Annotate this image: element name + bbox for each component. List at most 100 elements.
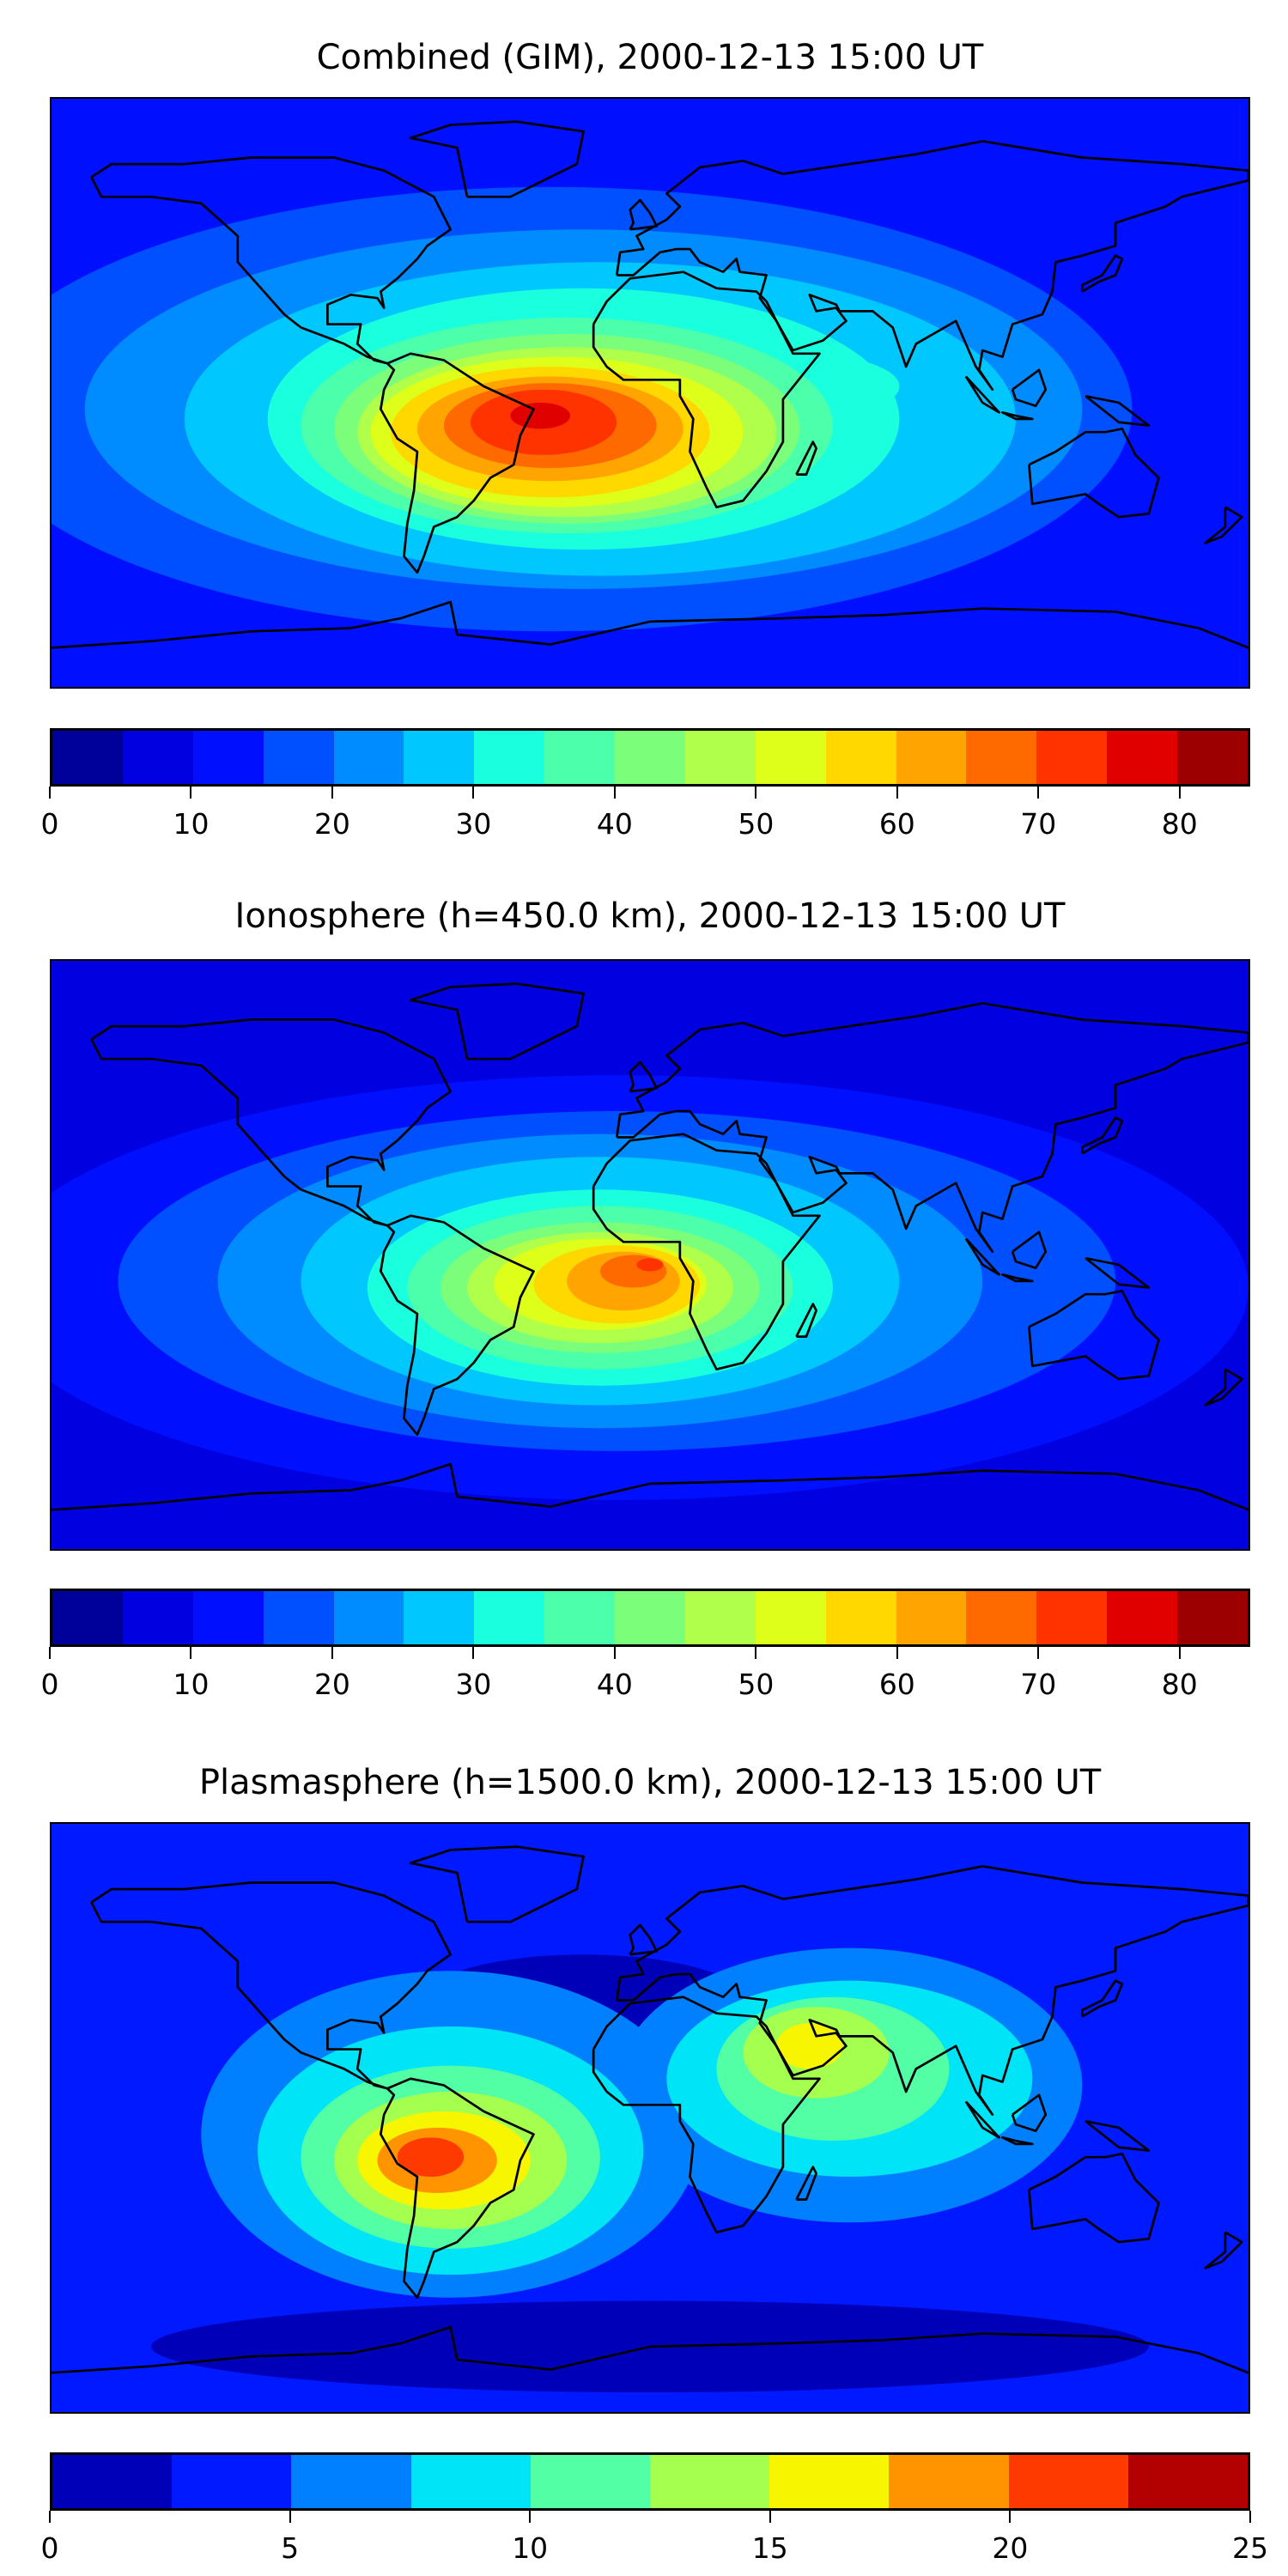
coastline: [1001, 411, 1034, 421]
coastline: [409, 1845, 585, 1923]
colorbar-tick-label: 70: [1020, 1668, 1057, 1701]
colorbar-segment: [650, 2455, 770, 2508]
panel-title-ionosphere: Ionosphere (h=450.0 km), 2000-12-13 15:0…: [234, 896, 1066, 936]
colorbar-plasmasphere: [50, 2452, 1250, 2511]
contour-region: [636, 1258, 664, 1272]
colorbar-tick: [49, 787, 51, 799]
colorbar-tick-label: 0: [40, 807, 59, 841]
colorbar-tick-label: 30: [455, 807, 492, 841]
coastline: [90, 1881, 453, 2090]
colorbar-ticks-combined: 0 10 20 30 40 50 60 70 80: [41, 787, 1250, 847]
coastline: [52, 600, 1249, 649]
colorbar-tick: [1037, 787, 1040, 799]
colorbar-segment: [544, 1591, 615, 1644]
colorbar-segment: [896, 731, 967, 784]
colorbar-tick-label: 20: [313, 807, 350, 841]
coastline: [379, 2077, 535, 2300]
colorbar-tick-label: 40: [596, 1668, 633, 1701]
colorbar-tick-label: 10: [512, 2531, 549, 2565]
coastline: [52, 1462, 1249, 1511]
coastline: [1084, 394, 1151, 427]
colorbar-tick-label: 0: [40, 2531, 59, 2565]
colorbar-tick: [896, 1647, 898, 1659]
colorbar-ticks-ionosphere: 0 10 20 30 40 50 60 70 80: [41, 1647, 1250, 1707]
colorbar-tick: [190, 787, 192, 799]
colorbar-segment: [410, 2455, 531, 2508]
coastline: [1028, 1290, 1160, 1381]
coastline: [615, 140, 1249, 392]
colorbar-segment: [192, 1591, 264, 1644]
colorbar-segment: [1036, 1591, 1108, 1644]
coastline: [90, 156, 453, 365]
colorbar-segment: [52, 2455, 173, 2508]
colorbar-segment: [122, 1591, 193, 1644]
colorbar-tick-label: 60: [878, 1668, 915, 1701]
colorbar-tick-label: 5: [281, 2531, 300, 2565]
colorbar-segment: [333, 1591, 404, 1644]
colorbar-segment: [52, 1591, 123, 1644]
coastline: [1204, 506, 1243, 544]
coastline: [1084, 2119, 1151, 2152]
colorbar-tick: [755, 787, 757, 799]
map-svg: [52, 99, 1249, 687]
colorbar-segment: [474, 1591, 545, 1644]
coastline: [1011, 368, 1048, 408]
colorbar-tick-label: 10: [173, 807, 210, 841]
colorbar-segment: [755, 731, 826, 784]
coastline: [615, 1865, 1249, 2117]
map-svg: [52, 1824, 1249, 2412]
coastline: [964, 2100, 1000, 2139]
colorbar-segment: [291, 2455, 411, 2508]
colorbar-segment: [263, 731, 334, 784]
coastline: [592, 1133, 821, 1371]
colorbar-tick: [769, 2511, 771, 2523]
coastline: [1011, 1230, 1048, 1270]
colorbar-tick: [49, 1647, 51, 1659]
colorbar-tick: [1037, 1647, 1040, 1659]
map-svg: [52, 961, 1249, 1549]
colorbar-tick: [613, 787, 616, 799]
colorbar-segment: [1107, 1591, 1177, 1644]
coastline: [795, 440, 817, 476]
colorbar-segment: [404, 1591, 475, 1644]
coastline: [1204, 1368, 1243, 1406]
colorbar-tick-label: 50: [738, 1668, 775, 1701]
colorbar-tick-label: 70: [1020, 807, 1057, 841]
coastline: [1204, 2231, 1243, 2269]
colorbar-tick-label: 30: [455, 1668, 492, 1701]
panel-title-combined: Combined (GIM), 2000-12-13 15:00 UT: [316, 38, 984, 77]
coastline: [1001, 1273, 1034, 1283]
colorbar-segment: [889, 2455, 1009, 2508]
coastline: [52, 2325, 1249, 2374]
colorbar-segment: [192, 731, 264, 784]
colorbar-tick: [331, 787, 333, 799]
colorbar-tick: [1178, 787, 1181, 799]
coastline: [90, 1018, 453, 1227]
colorbar-tick-label: 40: [596, 807, 633, 841]
coastline: [1081, 254, 1124, 293]
colorbar-segment: [825, 1591, 896, 1644]
colorbar-tick-label: 60: [878, 807, 915, 841]
colorbar-tick-label: 20: [313, 1668, 350, 1701]
colorbar-segment: [769, 2455, 890, 2508]
colorbar-tick-label: 15: [751, 2531, 788, 2565]
colorbar-tick: [1009, 2511, 1012, 2523]
colorbar-segment: [615, 1591, 685, 1644]
colorbar-segment: [404, 731, 475, 784]
colorbar-segment: [1177, 1591, 1248, 1644]
coastline: [379, 1214, 535, 1437]
coastline: [1084, 1256, 1151, 1289]
colorbar-segment: [825, 731, 896, 784]
coastline: [1081, 1116, 1124, 1155]
coastline: [629, 1060, 659, 1093]
map-combined: [50, 97, 1250, 689]
coastline: [592, 1996, 821, 2234]
colorbar-tick: [755, 1647, 757, 1659]
colorbar-segment: [755, 1591, 826, 1644]
coastline: [379, 352, 535, 574]
coastline: [629, 1923, 659, 1956]
colorbar-tick: [529, 2511, 532, 2523]
coastline: [795, 1303, 817, 1338]
colorbar-tick: [613, 1647, 616, 1659]
coastline: [1028, 2153, 1160, 2244]
